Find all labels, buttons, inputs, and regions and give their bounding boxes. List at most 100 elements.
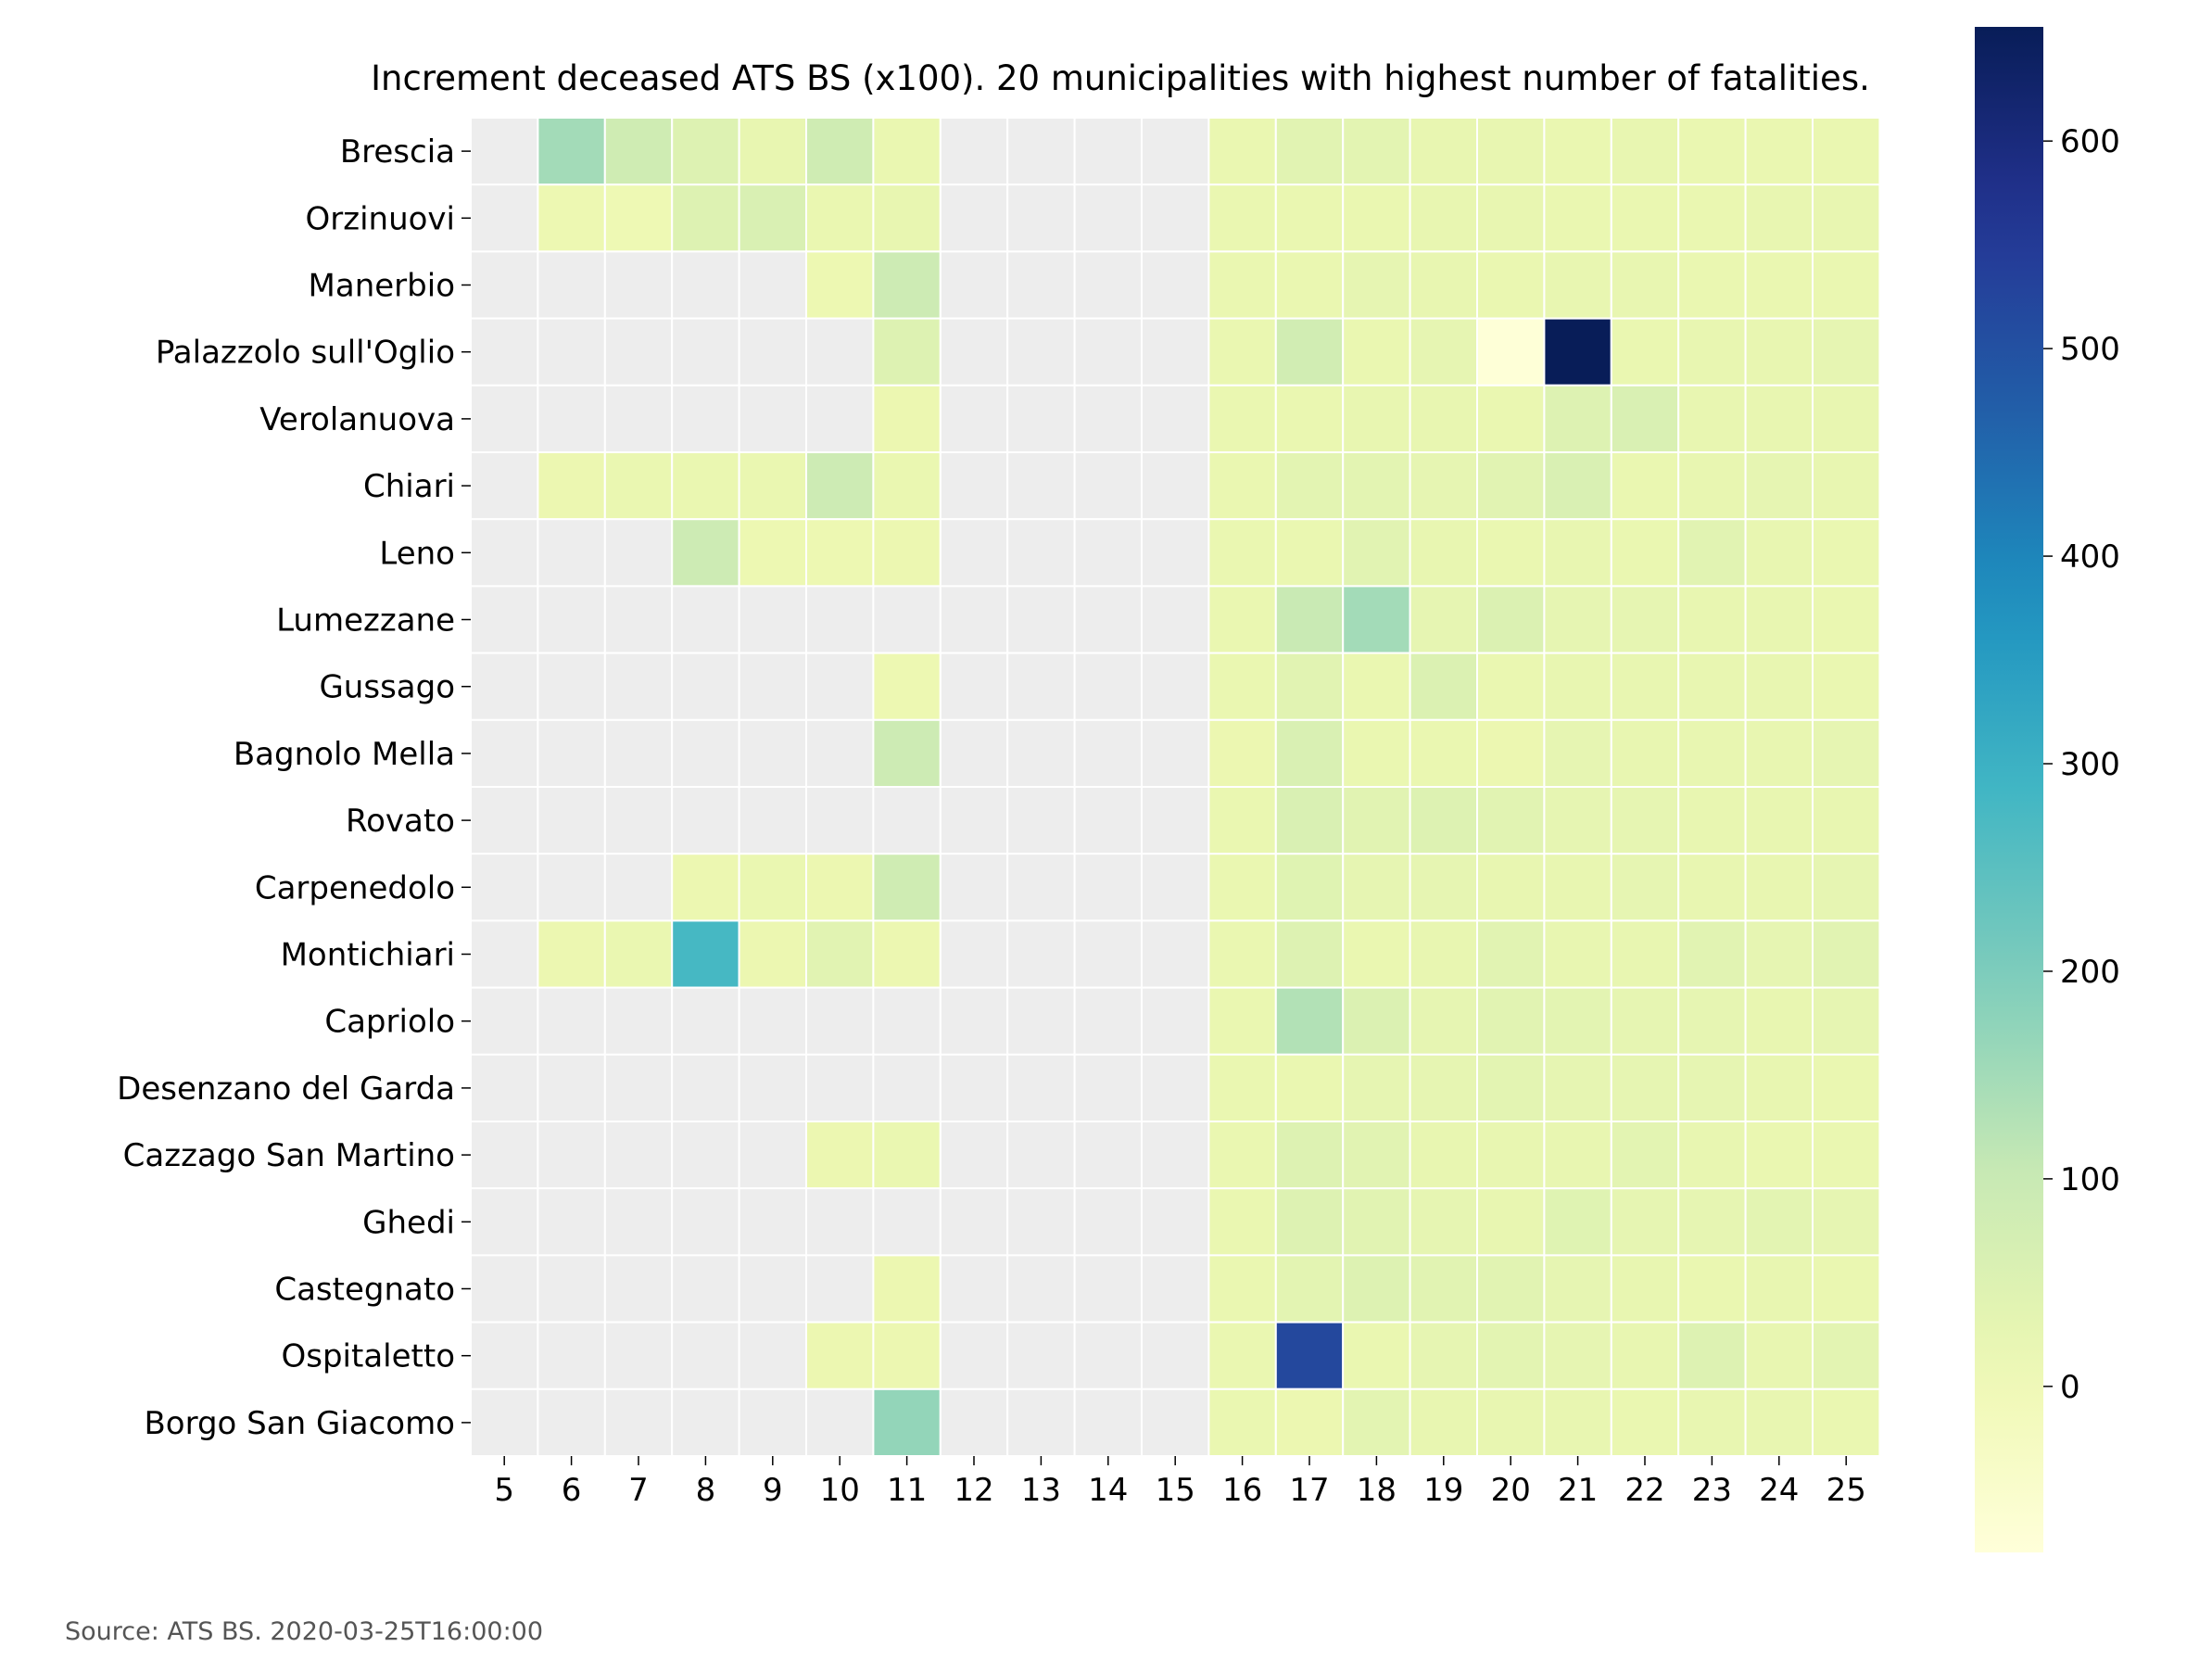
heatmap-cell bbox=[1073, 986, 1143, 1056]
heatmap-cell bbox=[1342, 1053, 1411, 1123]
heatmap-cell bbox=[805, 451, 875, 521]
heatmap-cell bbox=[671, 1254, 740, 1324]
heatmap-cell bbox=[1610, 1321, 1680, 1390]
heatmap-cell bbox=[671, 786, 740, 855]
heatmap-cell bbox=[671, 384, 740, 453]
heatmap-cell bbox=[1006, 250, 1076, 320]
heatmap-cell bbox=[1476, 1254, 1546, 1324]
heatmap-cell bbox=[1274, 652, 1345, 721]
heatmap-cell bbox=[805, 718, 875, 788]
heatmap-cell bbox=[738, 718, 807, 788]
x-tick-labels: 5 6 7 8 9 10 11 12 13 14 15 16 17 18 19 20 21 22 23 24 25 bbox=[494, 1456, 1866, 1509]
colorbar-tick-label: 0 bbox=[2060, 1369, 2080, 1406]
heatmap-cell bbox=[537, 652, 606, 721]
heatmap-cell bbox=[1073, 718, 1143, 788]
y-tick-label: Borgo San Giacomo bbox=[144, 1405, 455, 1442]
heatmap-cell bbox=[805, 986, 875, 1056]
heatmap-cell bbox=[1342, 1321, 1411, 1390]
x-tick-label: 8 bbox=[696, 1472, 716, 1509]
heatmap-cell bbox=[1543, 585, 1612, 654]
heatmap-cell bbox=[805, 853, 875, 922]
heatmap-cell bbox=[939, 250, 1009, 320]
y-tick-label: Desenzano del Garda bbox=[117, 1070, 455, 1108]
heatmap-cell bbox=[1141, 652, 1210, 721]
heatmap-cell bbox=[1812, 184, 1881, 253]
heatmap-cell bbox=[872, 518, 942, 588]
heatmap-cell bbox=[1141, 518, 1210, 588]
heatmap-cell bbox=[738, 919, 807, 989]
heatmap-cell bbox=[1677, 1121, 1747, 1190]
heatmap-cell bbox=[1274, 117, 1345, 186]
chart-title: Increment deceased ATS BS (x100). 20 mun… bbox=[371, 58, 1870, 98]
heatmap-cell bbox=[671, 1321, 740, 1390]
heatmap-cell bbox=[805, 1053, 875, 1123]
heatmap-cell bbox=[872, 585, 942, 654]
heatmap-cell bbox=[1342, 718, 1411, 788]
heatmap-cell bbox=[939, 1053, 1009, 1123]
heatmap-cell bbox=[1677, 986, 1747, 1056]
heatmap-cell bbox=[1141, 184, 1210, 253]
heatmap-cell bbox=[1812, 384, 1881, 453]
heatmap-cell bbox=[1476, 250, 1546, 320]
heatmap-cell bbox=[872, 250, 942, 320]
heatmap-cell bbox=[1006, 1053, 1076, 1123]
heatmap-cell bbox=[1141, 585, 1210, 654]
heatmap-cell bbox=[1342, 1254, 1411, 1324]
heatmap-cell bbox=[738, 585, 807, 654]
heatmap-cell bbox=[537, 1121, 606, 1190]
y-tick-label: Verolanuova bbox=[259, 401, 455, 438]
x-tick-label: 7 bbox=[628, 1472, 649, 1509]
heatmap-cell bbox=[470, 652, 539, 721]
heatmap-cell bbox=[1207, 1254, 1277, 1324]
heatmap-cell bbox=[1409, 986, 1478, 1056]
heatmap-cell bbox=[939, 384, 1009, 453]
heatmap-cell bbox=[1409, 1387, 1478, 1458]
heatmap-cell bbox=[1409, 384, 1478, 453]
heatmap-cell bbox=[1274, 919, 1345, 989]
heatmap-cell bbox=[805, 117, 875, 186]
heatmap-cell bbox=[1744, 317, 1814, 386]
colorbar-tick-label: 100 bbox=[2060, 1161, 2120, 1198]
heatmap-cell bbox=[1409, 1187, 1478, 1257]
heatmap-cell bbox=[939, 853, 1009, 922]
heatmap-cell bbox=[939, 652, 1009, 721]
heatmap-cell bbox=[1543, 1387, 1612, 1458]
heatmap-cell bbox=[603, 518, 674, 588]
heatmap-cell bbox=[1409, 451, 1478, 521]
heatmap-cell bbox=[1409, 718, 1478, 788]
heatmap-cell bbox=[939, 718, 1009, 788]
heatmap-cell bbox=[671, 250, 740, 320]
heatmap-cell bbox=[1812, 853, 1881, 922]
heatmap-cell bbox=[1073, 250, 1143, 320]
heatmap-cell bbox=[671, 1121, 740, 1190]
heatmap-cell bbox=[1073, 1321, 1143, 1390]
heatmap-cell bbox=[1543, 518, 1612, 588]
heatmap-cell bbox=[939, 518, 1009, 588]
heatmap-cell bbox=[671, 317, 740, 386]
heatmap-cell bbox=[1543, 853, 1612, 922]
heatmap-cell bbox=[1207, 250, 1277, 320]
heatmap-cell bbox=[1141, 786, 1210, 855]
heatmap-cell bbox=[1610, 117, 1680, 186]
heatmap-cell bbox=[872, 718, 942, 788]
x-tick-label: 11 bbox=[887, 1472, 927, 1509]
heatmap-cell bbox=[872, 451, 942, 521]
heatmap-cell bbox=[470, 1387, 539, 1458]
heatmap-cell bbox=[1744, 853, 1814, 922]
heatmap-cell bbox=[603, 919, 674, 989]
heatmap-cell bbox=[1141, 117, 1210, 186]
x-tick-label: 14 bbox=[1088, 1472, 1128, 1509]
heatmap-cell bbox=[603, 652, 674, 721]
heatmap-cell bbox=[1342, 384, 1411, 453]
heatmap-cell bbox=[1610, 451, 1680, 521]
heatmap-cell bbox=[1274, 184, 1345, 253]
heatmap-cell bbox=[1677, 919, 1747, 989]
heatmap-cell bbox=[939, 585, 1009, 654]
heatmap-cell bbox=[1744, 718, 1814, 788]
heatmap-cell bbox=[1543, 718, 1612, 788]
x-tick-label: 19 bbox=[1423, 1472, 1463, 1509]
heatmap-cell bbox=[603, 1121, 674, 1190]
heatmap-cell bbox=[738, 652, 807, 721]
heatmap-cell bbox=[1006, 853, 1076, 922]
